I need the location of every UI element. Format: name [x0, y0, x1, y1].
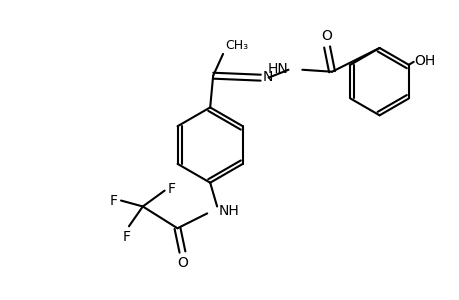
Text: O: O [177, 256, 187, 270]
Text: HN: HN [267, 62, 288, 76]
Text: F: F [167, 182, 175, 196]
Text: CH₃: CH₃ [224, 39, 248, 52]
Text: F: F [110, 194, 118, 208]
Text: F: F [123, 230, 131, 244]
Text: O: O [321, 29, 332, 43]
Text: OH: OH [414, 54, 435, 68]
Text: N: N [262, 70, 273, 84]
Text: NH: NH [218, 204, 239, 218]
